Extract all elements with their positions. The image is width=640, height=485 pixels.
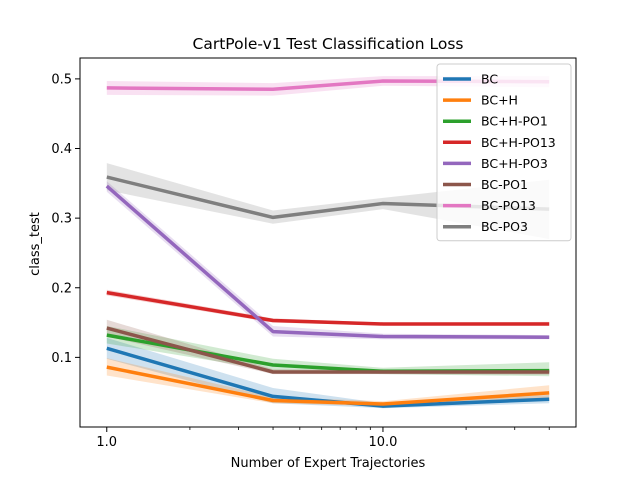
legend-label-bc-plush-po3: BC+H-PO3	[481, 156, 548, 171]
x-axis-label: Number of Expert Trajectories	[231, 456, 426, 471]
chart-title: CartPole-v1 Test Classification Loss	[193, 35, 464, 53]
legend-label-bc-po13: BC-PO13	[481, 198, 536, 213]
series-line-bc-plush-po13	[106, 290, 550, 326]
y-tick-label: 0.2	[51, 281, 72, 296]
legend-label-bc: BC	[481, 72, 498, 87]
x-axis-ticks: 1.0 10.0	[96, 427, 550, 450]
series-line-bc-po1	[106, 326, 550, 374]
legend-label-bc-plush-po1: BC+H-PO1	[481, 114, 548, 129]
series-lines	[105, 79, 550, 408]
legend-box	[436, 63, 572, 242]
legend-label-bc-po3: BC-PO3	[481, 219, 528, 234]
y-axis-label: class_test	[28, 212, 43, 276]
band-bc-plush	[106, 358, 550, 407]
x-tick-label: 10.0	[368, 435, 397, 450]
series-line-bc-plush-po3	[105, 184, 550, 339]
band-bc-plush-po3	[106, 181, 550, 340]
legend-label-bc-plush: BC+H	[481, 93, 518, 108]
y-tick-label: 0.5	[51, 72, 72, 87]
y-tick-label: 0.4	[51, 142, 72, 157]
legend-label-bc-plush-po13: BC+H-PO13	[481, 135, 556, 150]
x-tick-label: 1.0	[96, 435, 117, 450]
legend: BC BC+H BC+H-PO1 BC+H-PO13 BC+H-PO3 BC-PO1 BC-…	[436, 63, 572, 242]
band-bc-po1	[106, 319, 550, 375]
plot-border	[79, 57, 577, 428]
y-tick-label: 0.1	[51, 351, 72, 366]
axes-frame	[79, 57, 577, 428]
y-axis-ticks: 0.1 0.2 0.3 0.4 0.5	[51, 72, 80, 366]
y-tick-label: 0.3	[51, 212, 72, 227]
series-line-bc-plush	[106, 365, 550, 406]
legend-label-bc-po1: BC-PO1	[481, 177, 528, 192]
